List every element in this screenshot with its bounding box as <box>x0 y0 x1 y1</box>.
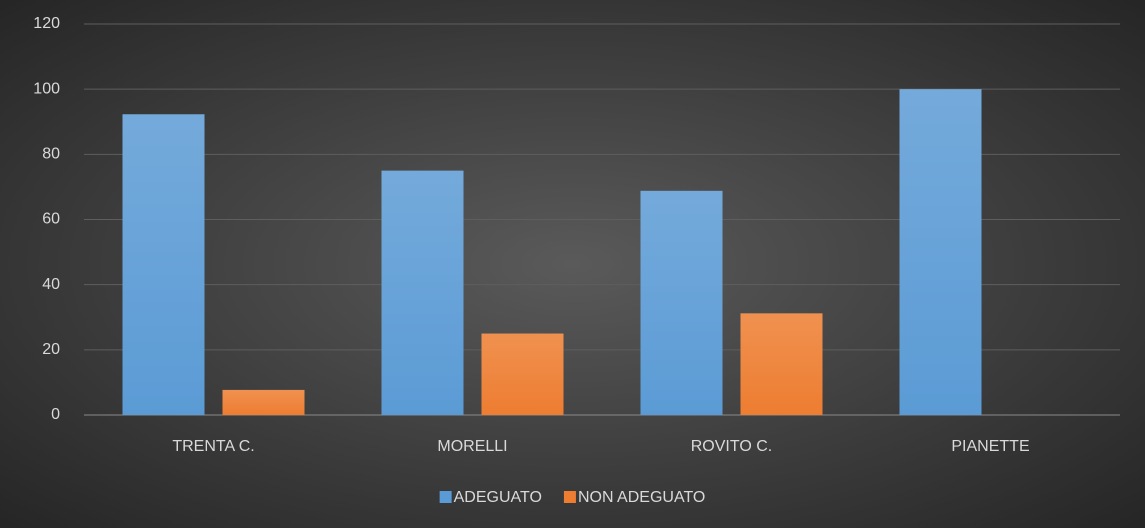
bar <box>481 333 564 415</box>
y-tick-label: 120 <box>33 15 60 32</box>
bar <box>740 313 823 415</box>
legend-label: ADEGUATO <box>454 489 542 506</box>
x-tick-label: MORELLI <box>437 438 507 455</box>
y-tick-label: 0 <box>51 406 60 423</box>
bar <box>222 389 305 415</box>
bar <box>122 114 205 416</box>
bar <box>640 190 723 415</box>
y-tick-label: 20 <box>42 341 60 358</box>
y-tick-label: 40 <box>42 276 60 293</box>
legend-swatch <box>439 491 452 503</box>
legend-swatch <box>563 491 576 503</box>
y-tick-label: 100 <box>33 80 60 97</box>
y-tick-label: 80 <box>42 146 60 163</box>
y-tick-label: 60 <box>42 211 60 228</box>
legend-label: NON ADEGUATO <box>578 489 705 506</box>
x-tick-label: TRENTA C. <box>172 438 254 455</box>
bar <box>899 89 982 416</box>
x-tick-label: ROVITO C. <box>691 438 773 455</box>
bar <box>381 170 464 415</box>
x-tick-label: PIANETTE <box>951 438 1029 455</box>
